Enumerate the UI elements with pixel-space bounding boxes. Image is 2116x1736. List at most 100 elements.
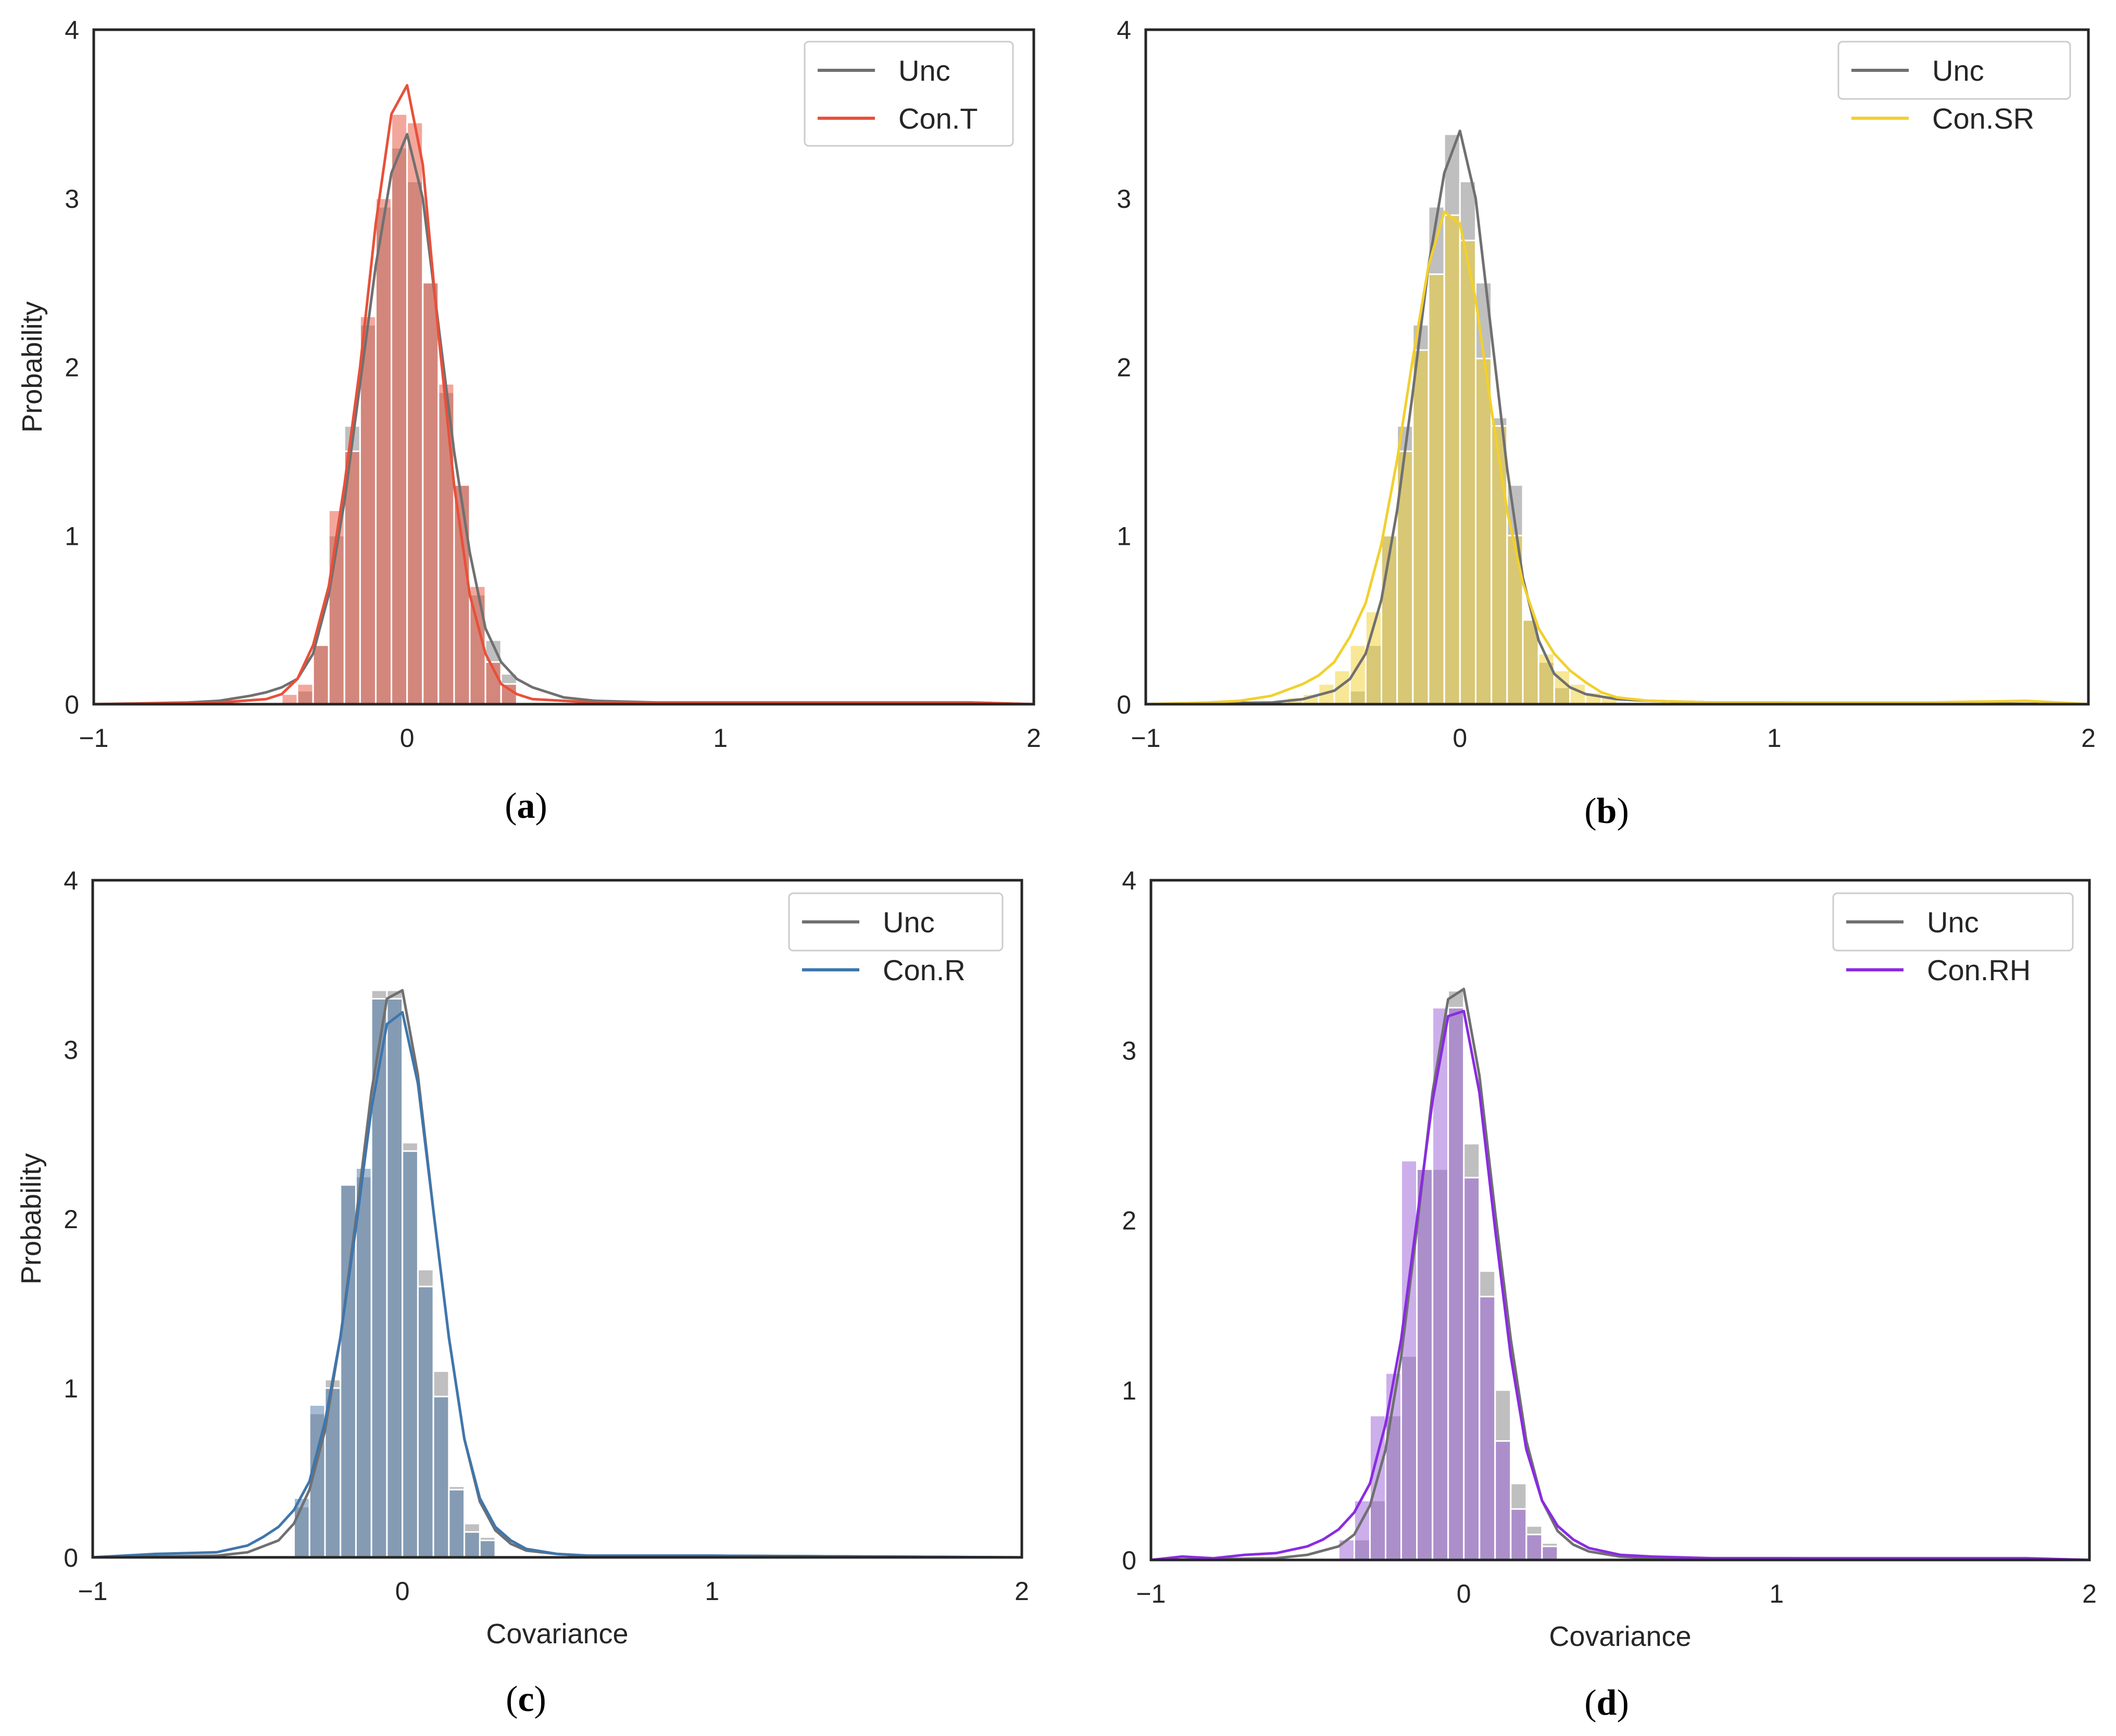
histogram-bar	[417, 1285, 434, 1558]
histogram-bar	[386, 998, 404, 1558]
y-tick-label: 2	[1122, 1206, 1136, 1235]
panel-label-part: d	[1597, 1683, 1617, 1723]
y-tick-label: 3	[65, 184, 79, 214]
axes-frame	[1149, 879, 2091, 1562]
histogram-bar	[479, 1540, 496, 1558]
histogram-bar	[1412, 349, 1430, 705]
panel-label-part: )	[1617, 1683, 1629, 1723]
x-tick-label: 1	[1767, 723, 1782, 753]
legend-label: Con.SR	[1932, 102, 2034, 135]
kde-line-con-sr	[1144, 210, 2090, 706]
legend-label: Con.T	[898, 102, 978, 135]
histogram-bar	[1475, 357, 1493, 705]
panel-label: (c)	[506, 1679, 546, 1719]
histogram-bar	[281, 693, 298, 705]
panel-label-part: (	[1584, 1683, 1596, 1723]
legend-label: Unc	[898, 54, 950, 87]
x-tick-label: 0	[400, 723, 415, 753]
y-tick-label: 4	[1117, 16, 1131, 45]
histogram-bar	[448, 1489, 466, 1558]
panel-label: (b)	[1584, 791, 1629, 831]
y-tick-label: 4	[64, 866, 78, 895]
legend: Unc Con.SR	[1837, 41, 2071, 135]
histogram-bar	[343, 450, 361, 705]
panel-label: (a)	[505, 786, 547, 826]
x-tick-label: 2	[2081, 723, 2096, 753]
x-tick-label: 0	[1453, 723, 1467, 753]
legend-box	[1837, 41, 2071, 100]
y-axis-label: Probability	[16, 1153, 47, 1284]
y-tick-label: 0	[64, 1543, 78, 1572]
x-tick-label: 2	[1026, 723, 1041, 753]
x-tick-label: −1	[78, 1577, 107, 1606]
histogram-bar	[1525, 1533, 1543, 1561]
histogram-con-rh	[1337, 1007, 1559, 1561]
histogram-bar	[312, 644, 330, 705]
legend-label: Unc	[1927, 906, 1979, 939]
legend-label: Unc	[1932, 54, 1984, 87]
histogram-bar	[1459, 240, 1476, 705]
x-tick-label: −1	[1131, 723, 1160, 753]
y-tick-label: 4	[1122, 866, 1136, 895]
legend-box	[788, 892, 1004, 952]
legend: Unc Con.RH	[1832, 892, 2074, 986]
histogram-bar	[391, 113, 408, 705]
histogram-bar	[406, 121, 424, 705]
x-axis-label: Covariance	[1549, 1621, 1691, 1652]
histogram-bar	[355, 1167, 372, 1558]
histogram-bar	[1537, 653, 1555, 705]
histogram-bar	[1447, 1007, 1465, 1561]
y-axis-label: Probability	[17, 301, 48, 432]
kde-line-con-rh	[1149, 1009, 2091, 1562]
legend: Unc Con.T	[804, 41, 1014, 147]
panel-label-part: (	[505, 786, 517, 826]
y-tick-label: 0	[1122, 1546, 1136, 1575]
y-tick-label: 0	[1117, 690, 1131, 719]
histogram-bar	[1463, 1177, 1481, 1561]
panel-label-part: (	[506, 1679, 518, 1719]
histogram-bar	[359, 315, 377, 705]
kde-line-con-t	[92, 84, 1035, 706]
y-tick-label: 0	[65, 690, 79, 719]
kde-line-unc	[1149, 988, 2091, 1562]
x-tick-label: 1	[1769, 1579, 1784, 1608]
kde-line-unc	[92, 133, 1035, 706]
legend-label: Con.R	[883, 954, 966, 986]
legend-label: Unc	[883, 906, 935, 939]
histogram-con-r	[293, 998, 496, 1558]
y-tick-label: 3	[1117, 184, 1131, 214]
y-tick-label: 3	[1122, 1036, 1136, 1065]
x-tick-label: −1	[1136, 1579, 1166, 1608]
histogram-bar	[296, 683, 314, 705]
histogram-bar	[1541, 1545, 1559, 1561]
histogram-con-sr	[1286, 214, 1618, 705]
x-tick-label: 1	[705, 1577, 719, 1606]
histogram-bar	[1494, 1440, 1512, 1561]
histogram-bar	[402, 1150, 419, 1558]
y-tick-label: 3	[64, 1035, 78, 1065]
chart-panel-c: −1 0 1 201234ProbabilityCovarianceUncCon.R(…	[16, 866, 1029, 1719]
panel-label-part: )	[1617, 791, 1629, 831]
panel-label-part: )	[535, 786, 547, 826]
histogram-bar	[375, 197, 393, 705]
y-tick-label: 1	[65, 521, 79, 551]
histogram-bar	[1428, 273, 1445, 705]
legend-label: Con.RH	[1927, 954, 2031, 986]
legend-box	[1832, 892, 2074, 952]
axes-frame	[92, 28, 1035, 706]
histogram-bar	[1416, 1168, 1434, 1561]
y-tick-label: 2	[65, 353, 79, 382]
y-tick-label: 2	[1117, 353, 1131, 382]
x-tick-label: 1	[713, 723, 728, 753]
axes-frame	[1144, 28, 2090, 706]
y-tick-label: 1	[64, 1374, 78, 1403]
histogram-bar	[432, 1395, 450, 1558]
axes-frame	[91, 879, 1023, 1559]
histogram-bar	[1432, 1007, 1449, 1561]
x-tick-label: 2	[1015, 1577, 1029, 1606]
x-tick-label: 0	[395, 1577, 410, 1606]
